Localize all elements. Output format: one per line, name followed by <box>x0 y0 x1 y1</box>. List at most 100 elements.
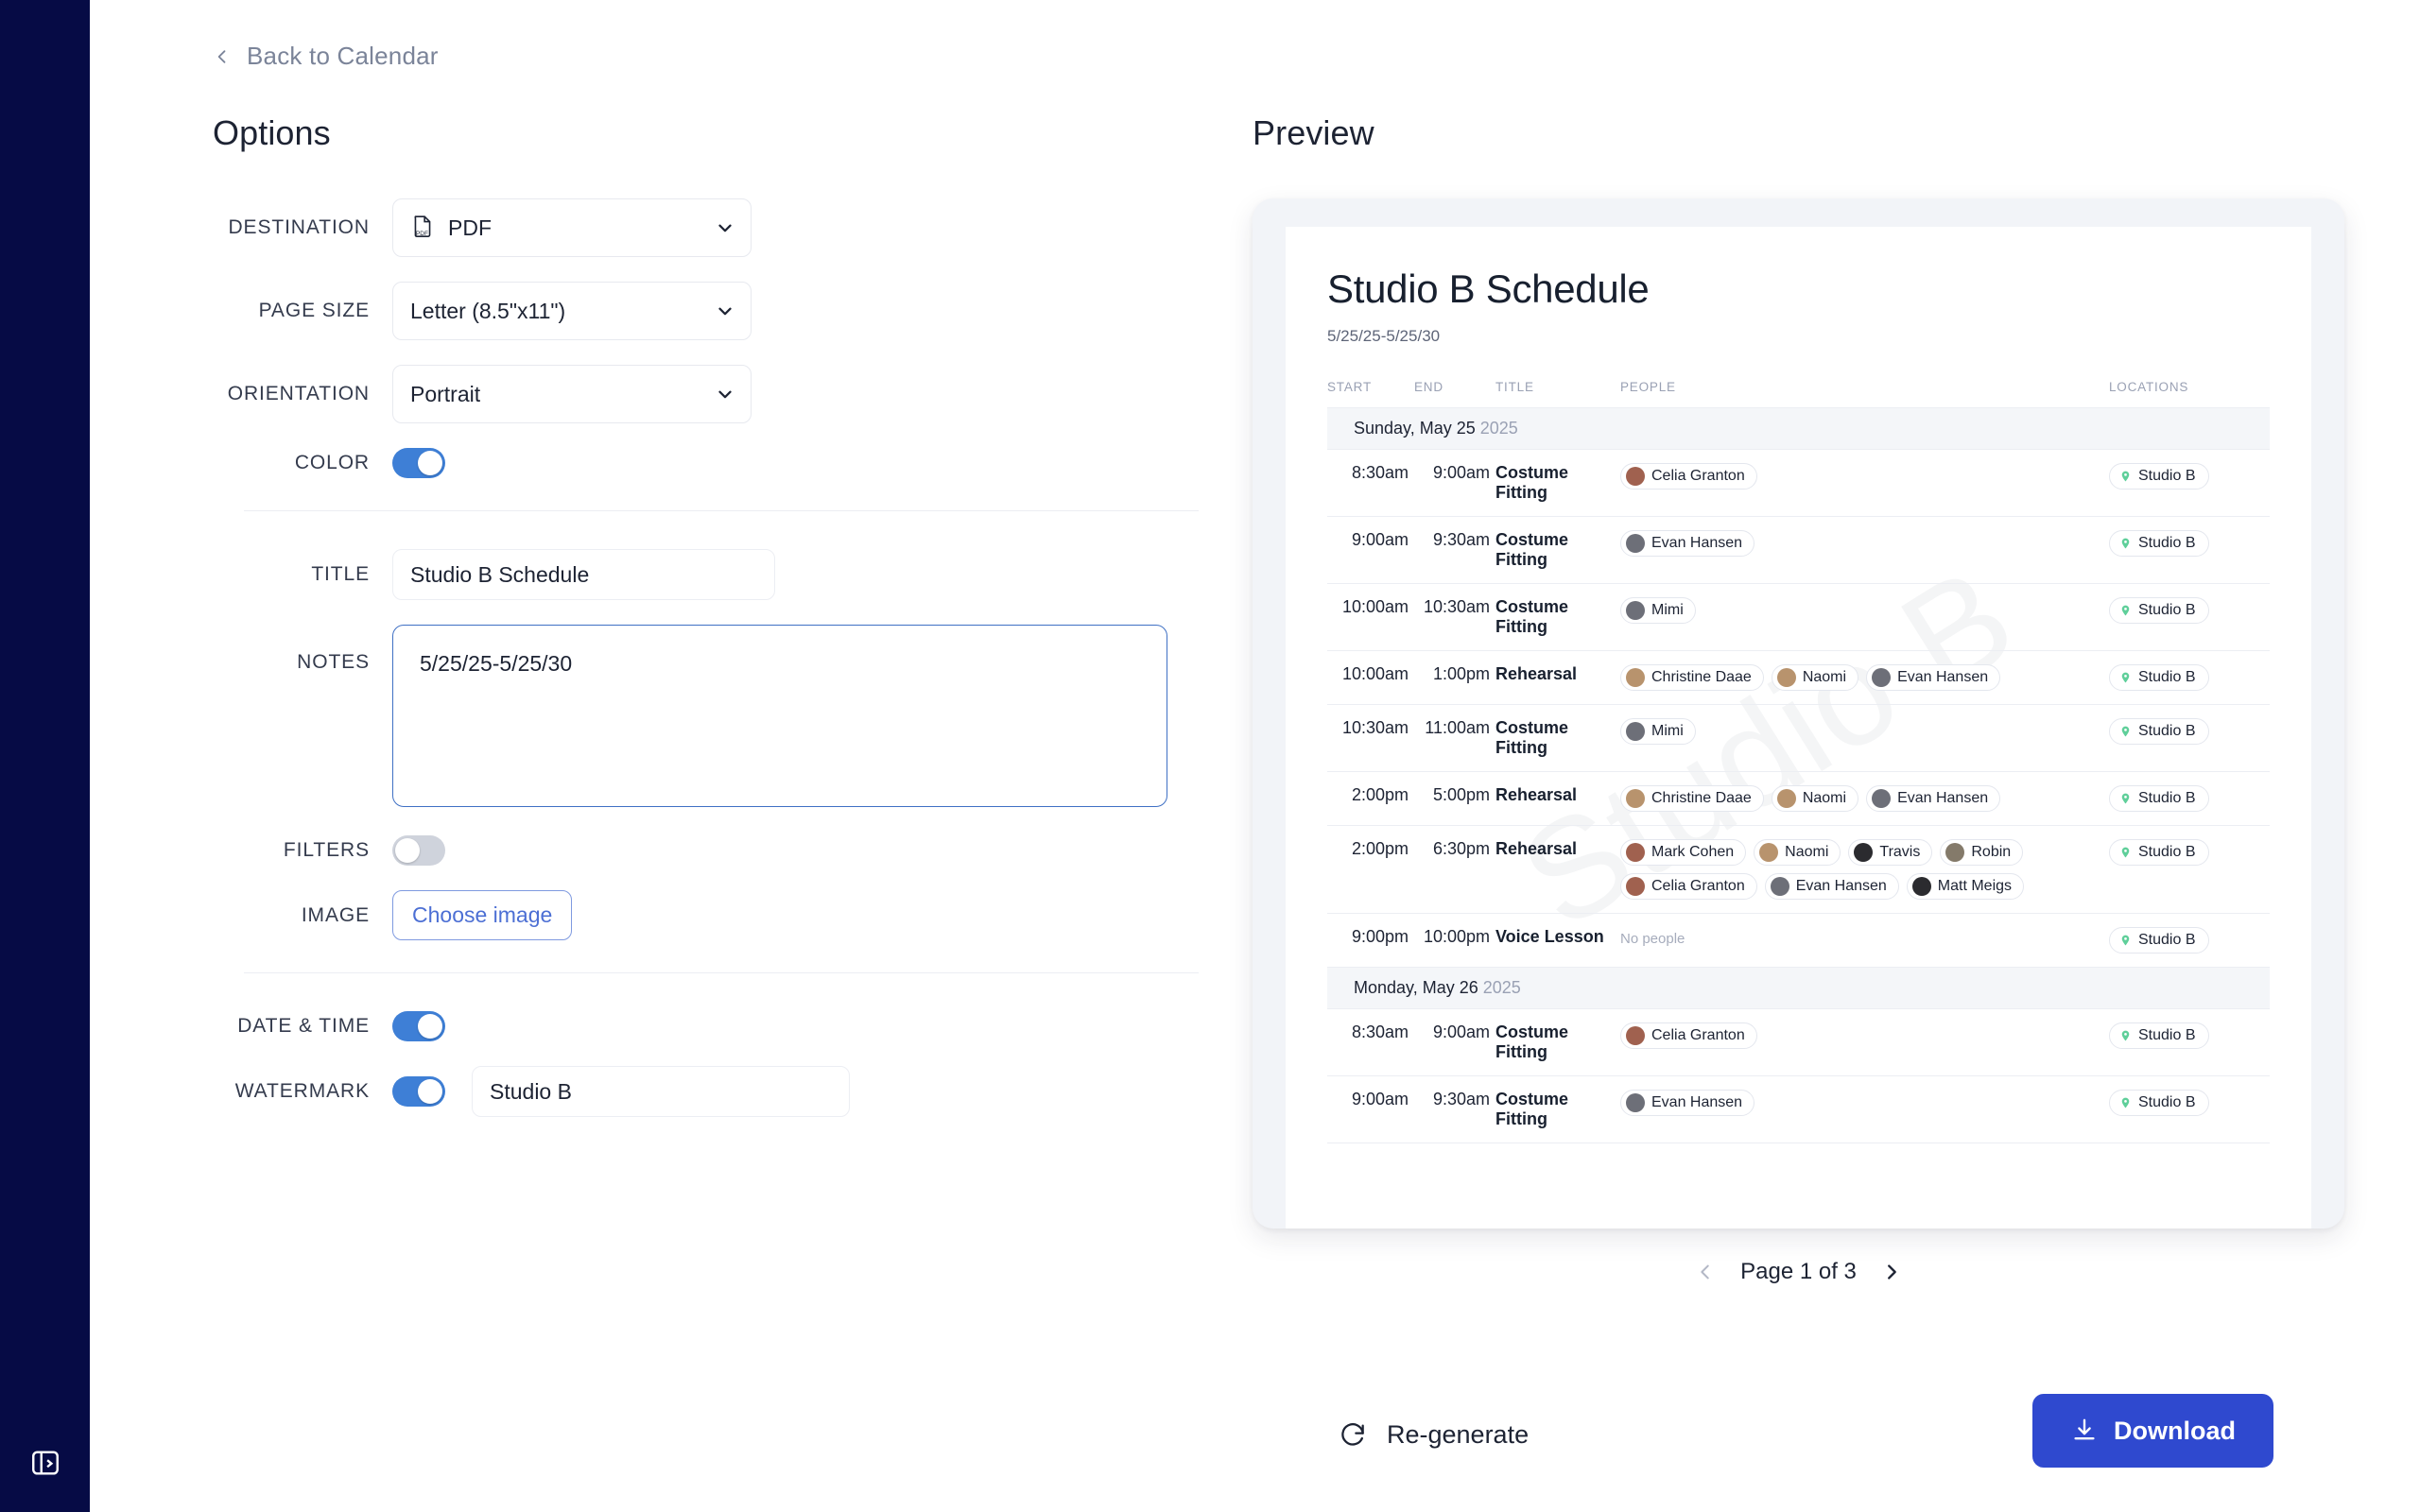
pager-prev-button[interactable] <box>1695 1262 1716 1282</box>
event-start-time: 10:00am <box>1327 583 1414 651</box>
event-title: Rehearsal <box>1495 825 1620 914</box>
person-chip: Naomi <box>1771 664 1859 691</box>
table-row: 8:30am 9:00am Costume Fitting Celia Granton… <box>1327 1008 2270 1076</box>
person-name: Naomi <box>1785 844 1829 860</box>
watermark-toggle[interactable] <box>392 1076 445 1107</box>
watermark-input[interactable] <box>472 1066 850 1117</box>
location-name: Studio B <box>2138 1094 2196 1110</box>
event-title: Voice Lesson <box>1495 913 1620 968</box>
date-group-row: Monday, May 26 2025 <box>1327 967 2270 1009</box>
avatar <box>1626 843 1645 862</box>
event-people: Christine Daae Naomi Evan Hansen <box>1620 771 2109 826</box>
avatar <box>1626 877 1645 896</box>
person-name: Matt Meigs <box>1937 878 2013 894</box>
location-chip: Studio B <box>2109 664 2210 691</box>
event-people: Christine Daae Naomi Evan Hansen <box>1620 650 2109 705</box>
event-start-time: 10:00am <box>1327 650 1414 705</box>
chevron-right-icon <box>1887 1264 1896 1280</box>
people-chip-list: Christine Daae Naomi Evan Hansen <box>1620 785 2103 812</box>
event-end-time: 10:00pm <box>1414 913 1495 968</box>
people-chip-list: Mark Cohen Naomi Travis Robin Celia Granton E… <box>1620 839 2103 900</box>
person-name: Mark Cohen <box>1651 844 1735 860</box>
back-to-calendar-link[interactable]: Back to Calendar <box>213 42 439 71</box>
orientation-select[interactable]: Portrait <box>392 365 752 423</box>
color-label: COLOR <box>294 452 370 473</box>
download-button[interactable]: Download <box>2032 1394 2273 1468</box>
orientation-row: ORIENTATION Portrait <box>213 365 1172 423</box>
location-pin-icon <box>2121 793 2130 804</box>
event-start-time: 9:00am <box>1327 1075 1414 1143</box>
event-location: Studio B <box>2109 1008 2270 1076</box>
destination-value: PDF <box>448 215 492 240</box>
people-chip-list: Celia Granton <box>1620 463 2103 490</box>
title-row: TITLE <box>213 549 1172 600</box>
location-pin-icon <box>2121 847 2130 858</box>
avatar <box>1776 668 1796 687</box>
filters-toggle[interactable] <box>392 835 445 866</box>
preview-heading: Preview <box>1253 113 1374 152</box>
people-chip-list: Celia Granton <box>1620 1022 2103 1049</box>
date-time-toggle[interactable] <box>392 1011 445 1041</box>
person-chip: Naomi <box>1771 785 1859 812</box>
person-name: Christine Daae <box>1651 669 1752 685</box>
destination-select[interactable]: PDF PDF <box>392 198 752 257</box>
download-icon <box>2074 1418 2095 1440</box>
pager-next-button[interactable] <box>1881 1262 1902 1282</box>
page-size-select[interactable]: Letter (8.5"x11") <box>392 282 752 340</box>
person-chip: Mimi <box>1620 597 1696 624</box>
preview-pager: Page 1 of 3 <box>1253 1259 2344 1285</box>
watermark-label: WATERMARK <box>234 1080 370 1102</box>
event-location: Studio B <box>2109 913 2270 968</box>
options-panel: Options DESTINATION PDF PDF <box>213 113 1199 1142</box>
toggle-knob <box>418 1079 442 1104</box>
event-start-time: 2:00pm <box>1327 825 1414 914</box>
table-row: 2:00pm 5:00pm Rehearsal Christine Daae Naomi… <box>1327 771 2270 826</box>
event-start-time: 8:30am <box>1327 449 1414 517</box>
date-group-label: Monday, May 26 2025 <box>1327 967 2270 1009</box>
choose-image-button[interactable]: Choose image <box>392 890 573 940</box>
column-header-locations: LOCATIONS <box>2109 380 2189 394</box>
avatar <box>1626 601 1645 620</box>
location-name: Studio B <box>2138 932 2196 948</box>
event-start-time: 8:30am <box>1327 1008 1414 1076</box>
person-chip: Evan Hansen <box>1866 664 2001 691</box>
location-name: Studio B <box>2138 1027 2196 1043</box>
watermark-row: WATERMARK <box>213 1066 1172 1117</box>
location-name: Studio B <box>2138 602 2196 618</box>
orientation-label: ORIENTATION <box>227 383 370 404</box>
event-end-time: 11:00am <box>1414 704 1495 772</box>
location-pin-icon <box>2121 1097 2130 1108</box>
notes-textarea[interactable] <box>392 625 1167 807</box>
event-title: Costume Fitting <box>1495 1075 1620 1143</box>
event-start-time: 2:00pm <box>1327 771 1414 826</box>
event-people: Mark Cohen Naomi Travis Robin Celia Granton E… <box>1620 825 2109 914</box>
location-chip: Studio B <box>2109 839 2210 866</box>
location-chip: Studio B <box>2109 785 2210 812</box>
sidebar-expand-button[interactable] <box>26 1444 64 1482</box>
orientation-value: Portrait <box>410 381 481 406</box>
chevron-left-icon <box>217 49 226 63</box>
color-toggle[interactable] <box>392 448 445 478</box>
title-label: TITLE <box>311 563 370 585</box>
preview-shell: Studio B Studio B Schedule 5/25/25-5/25/… <box>1253 198 2344 1228</box>
regenerate-button[interactable]: Re-generate <box>1338 1419 1529 1450</box>
person-chip: Celia Granton <box>1620 1022 1757 1049</box>
person-name: Christine Daae <box>1651 790 1752 806</box>
table-row: 9:00pm 10:00pm Voice Lesson No people Studio… <box>1327 913 2270 968</box>
location-chip: Studio B <box>2109 1090 2210 1116</box>
section-divider-2 <box>244 972 1199 973</box>
person-name: Robin <box>1971 844 2012 860</box>
people-chip-list: Evan Hansen <box>1620 1090 2103 1116</box>
color-row: COLOR <box>213 448 1172 478</box>
event-end-time: 1:00pm <box>1414 650 1495 705</box>
location-pin-icon <box>2121 605 2130 616</box>
toggle-knob <box>418 1014 442 1039</box>
event-location: Studio B <box>2109 771 2270 826</box>
image-row: IMAGE Choose image <box>213 890 1172 940</box>
title-input[interactable] <box>392 549 775 600</box>
person-name: Naomi <box>1802 790 1847 806</box>
avatar <box>1626 722 1645 741</box>
location-pin-icon <box>2121 471 2130 482</box>
event-people: Mimi <box>1620 704 2109 772</box>
avatar <box>1626 467 1645 486</box>
